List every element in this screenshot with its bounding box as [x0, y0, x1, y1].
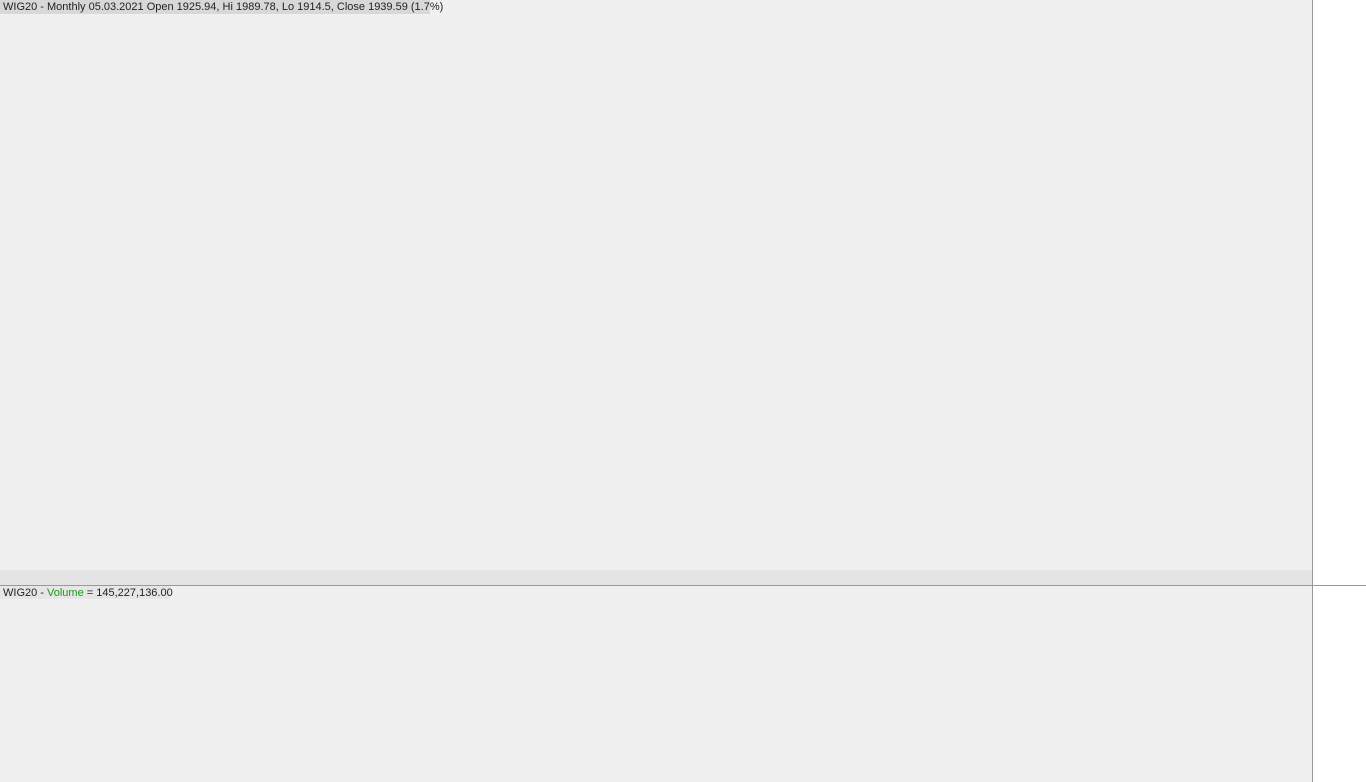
volume-header-bg: [0, 586, 170, 599]
header-bg: [0, 0, 430, 14]
volume-panel: [0, 586, 1312, 782]
time-axis: [0, 570, 1312, 586]
volume-header-prefix: WIG20 -: [3, 587, 47, 599]
volume-header-name: Volume: [47, 587, 84, 599]
volume-header: WIG20 - Volume = 145,227,136.00: [3, 587, 173, 599]
price-header: WIG20 - Monthly 05.03.2021 Open 1925.94,…: [3, 1, 443, 13]
volume-header-value: = 145,227,136.00: [84, 587, 173, 599]
price-panel: [0, 0, 1312, 570]
